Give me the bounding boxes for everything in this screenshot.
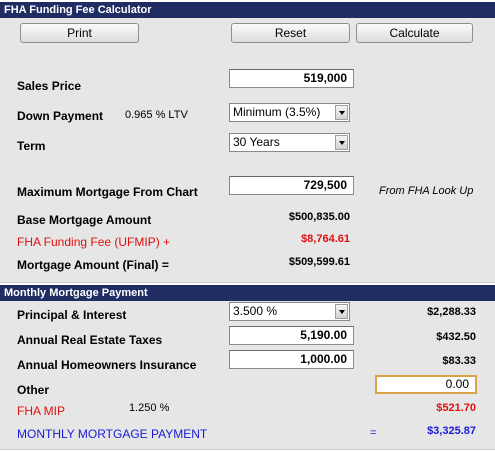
down-payment-label: Down Payment [17,109,104,123]
calculator-panel: Print Reset Calculate Sales Price 519,00… [0,18,495,283]
chevron-down-icon [335,105,348,120]
taxes-input[interactable]: 5,190.00 [229,326,354,345]
calculate-button[interactable]: Calculate [356,23,473,43]
principal-interest-value: $2,288.33 [427,306,476,318]
monthly-header: Monthly Mortgage Payment [0,285,495,301]
mip-label: FHA MIP [17,404,66,418]
insurance-input[interactable]: 1,000.00 [229,350,354,369]
interest-rate-select[interactable]: 3.500 % [229,302,350,321]
funding-fee-label: FHA Funding Fee (UFMIP) + [17,235,171,249]
funding-fee-value: $8,764.61 [301,233,350,245]
print-button[interactable]: Print [20,23,139,43]
base-mortgage-value: $500,835.00 [288,211,350,223]
reset-button[interactable]: Reset [231,23,350,43]
down-payment-selected: Minimum (3.5%) [233,105,321,119]
insurance-value: $83.33 [442,355,476,367]
total-label: MONTHLY MORTGAGE PAYMENT [17,427,208,441]
other-label: Other [17,383,50,397]
chevron-down-icon [335,135,348,150]
ltv-text: 0.965 % LTV [125,109,188,121]
chevron-down-icon [335,304,348,319]
total-equals: = [370,427,377,439]
monthly-panel: Principal & Interest 3.500 % $2,288.33 A… [0,301,495,450]
interest-rate-selected: 3.500 % [233,304,278,318]
mortgage-final-label: Mortgage Amount (Final) = [17,258,169,272]
mip-rate: 1.250 % [129,402,170,414]
term-label: Term [17,139,46,153]
term-select[interactable]: 30 Years [229,133,350,152]
down-payment-select[interactable]: Minimum (3.5%) [229,103,350,122]
max-mortgage-input[interactable]: 729,500 [229,176,354,195]
taxes-value: $432.50 [436,331,476,343]
mip-value: $521.70 [436,402,476,414]
term-selected: 30 Years [233,135,280,149]
taxes-label: Annual Real Estate Taxes [17,333,163,347]
principal-interest-label: Principal & Interest [17,308,127,322]
base-mortgage-label: Base Mortgage Amount [17,213,152,227]
insurance-label: Annual Homeowners Insurance [17,358,197,372]
mortgage-final-value: $509,599.61 [288,256,350,268]
sales-price-input[interactable]: 519,000 [229,69,354,88]
calculator-header: FHA Funding Fee Calculator [0,2,495,18]
max-mortgage-label: Maximum Mortgage From Chart [17,185,198,199]
other-input[interactable]: 0.00 [375,375,477,394]
fha-lookup-note: From FHA Look Up [379,185,474,197]
total-value: $3,325.87 [427,425,476,437]
sales-price-label: Sales Price [17,79,82,93]
